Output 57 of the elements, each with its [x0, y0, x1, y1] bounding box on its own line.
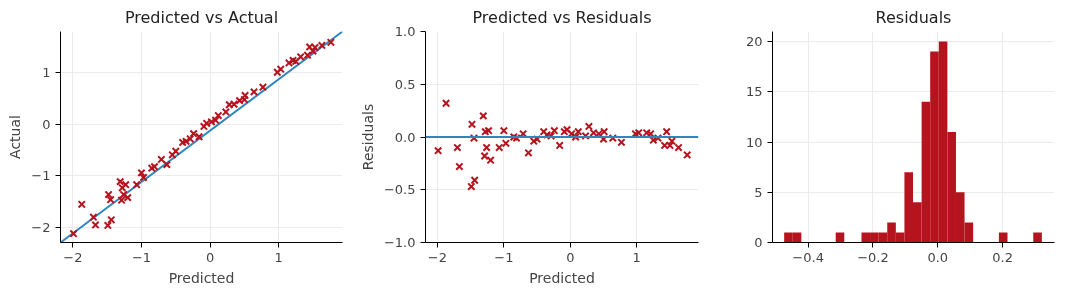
x-tick-label: 0.0	[927, 249, 949, 265]
point	[662, 127, 671, 136]
point	[89, 213, 98, 222]
y-axis-title: Residuals	[359, 103, 376, 171]
point	[455, 162, 464, 171]
point	[653, 133, 663, 143]
y-tick-label: 1	[42, 65, 51, 81]
point	[106, 195, 115, 204]
y-axis-title: Actual	[7, 115, 24, 159]
y-tick-label: −2	[31, 220, 51, 236]
x-axis-title: Predicted	[529, 269, 595, 286]
point	[467, 182, 476, 191]
y-tick-label: 5	[754, 184, 763, 200]
y-tick-label: 20	[745, 34, 763, 50]
x-tick-label: −2	[427, 249, 448, 265]
point	[453, 143, 462, 152]
x-tick-label: −2	[63, 249, 83, 265]
y-tick-label: 15	[745, 84, 763, 100]
x-tick-label: −0.2	[857, 249, 889, 265]
chart-title: Residuals	[875, 7, 952, 27]
point	[273, 68, 282, 77]
x-tick-label: −0.4	[792, 249, 824, 265]
x-tick-label: −1	[494, 249, 514, 265]
point	[249, 87, 259, 97]
point	[326, 38, 336, 47]
x-tick-label: 1	[632, 249, 641, 265]
point	[555, 141, 564, 150]
point	[441, 99, 451, 108]
y-tick-label: −0.5	[383, 182, 416, 198]
y-tick-label: 0	[42, 116, 51, 132]
point	[617, 138, 626, 147]
point	[139, 173, 148, 182]
point	[479, 111, 488, 121]
point	[258, 83, 268, 92]
point	[467, 120, 477, 129]
x-axis-title: Predicted	[168, 269, 235, 286]
y-tick-label: 1.0	[394, 24, 416, 39]
point	[524, 148, 533, 158]
x-tick-label: 0.2	[992, 249, 1013, 265]
y-tick-label: 0	[754, 235, 763, 250]
x-tick-label: 0	[205, 249, 215, 265]
point	[433, 146, 443, 155]
chart-title: Predicted vs Actual	[124, 7, 279, 27]
point	[683, 150, 692, 160]
y-tick-label: −1	[31, 168, 51, 184]
chart-title: Predicted vs Residuals	[472, 7, 652, 27]
point	[69, 229, 78, 238]
x-tick-label: 0	[566, 249, 575, 265]
y-tick-label: −1.0	[383, 235, 416, 250]
point	[276, 64, 285, 74]
y-tick-label: 0.5	[394, 76, 416, 92]
y-tick-label: 0.0	[394, 129, 416, 145]
x-tick-label: −1	[131, 249, 152, 265]
x-tick-label: 1	[274, 249, 283, 265]
point	[667, 137, 677, 146]
y-tick-label: 10	[745, 134, 763, 150]
point	[482, 143, 491, 152]
